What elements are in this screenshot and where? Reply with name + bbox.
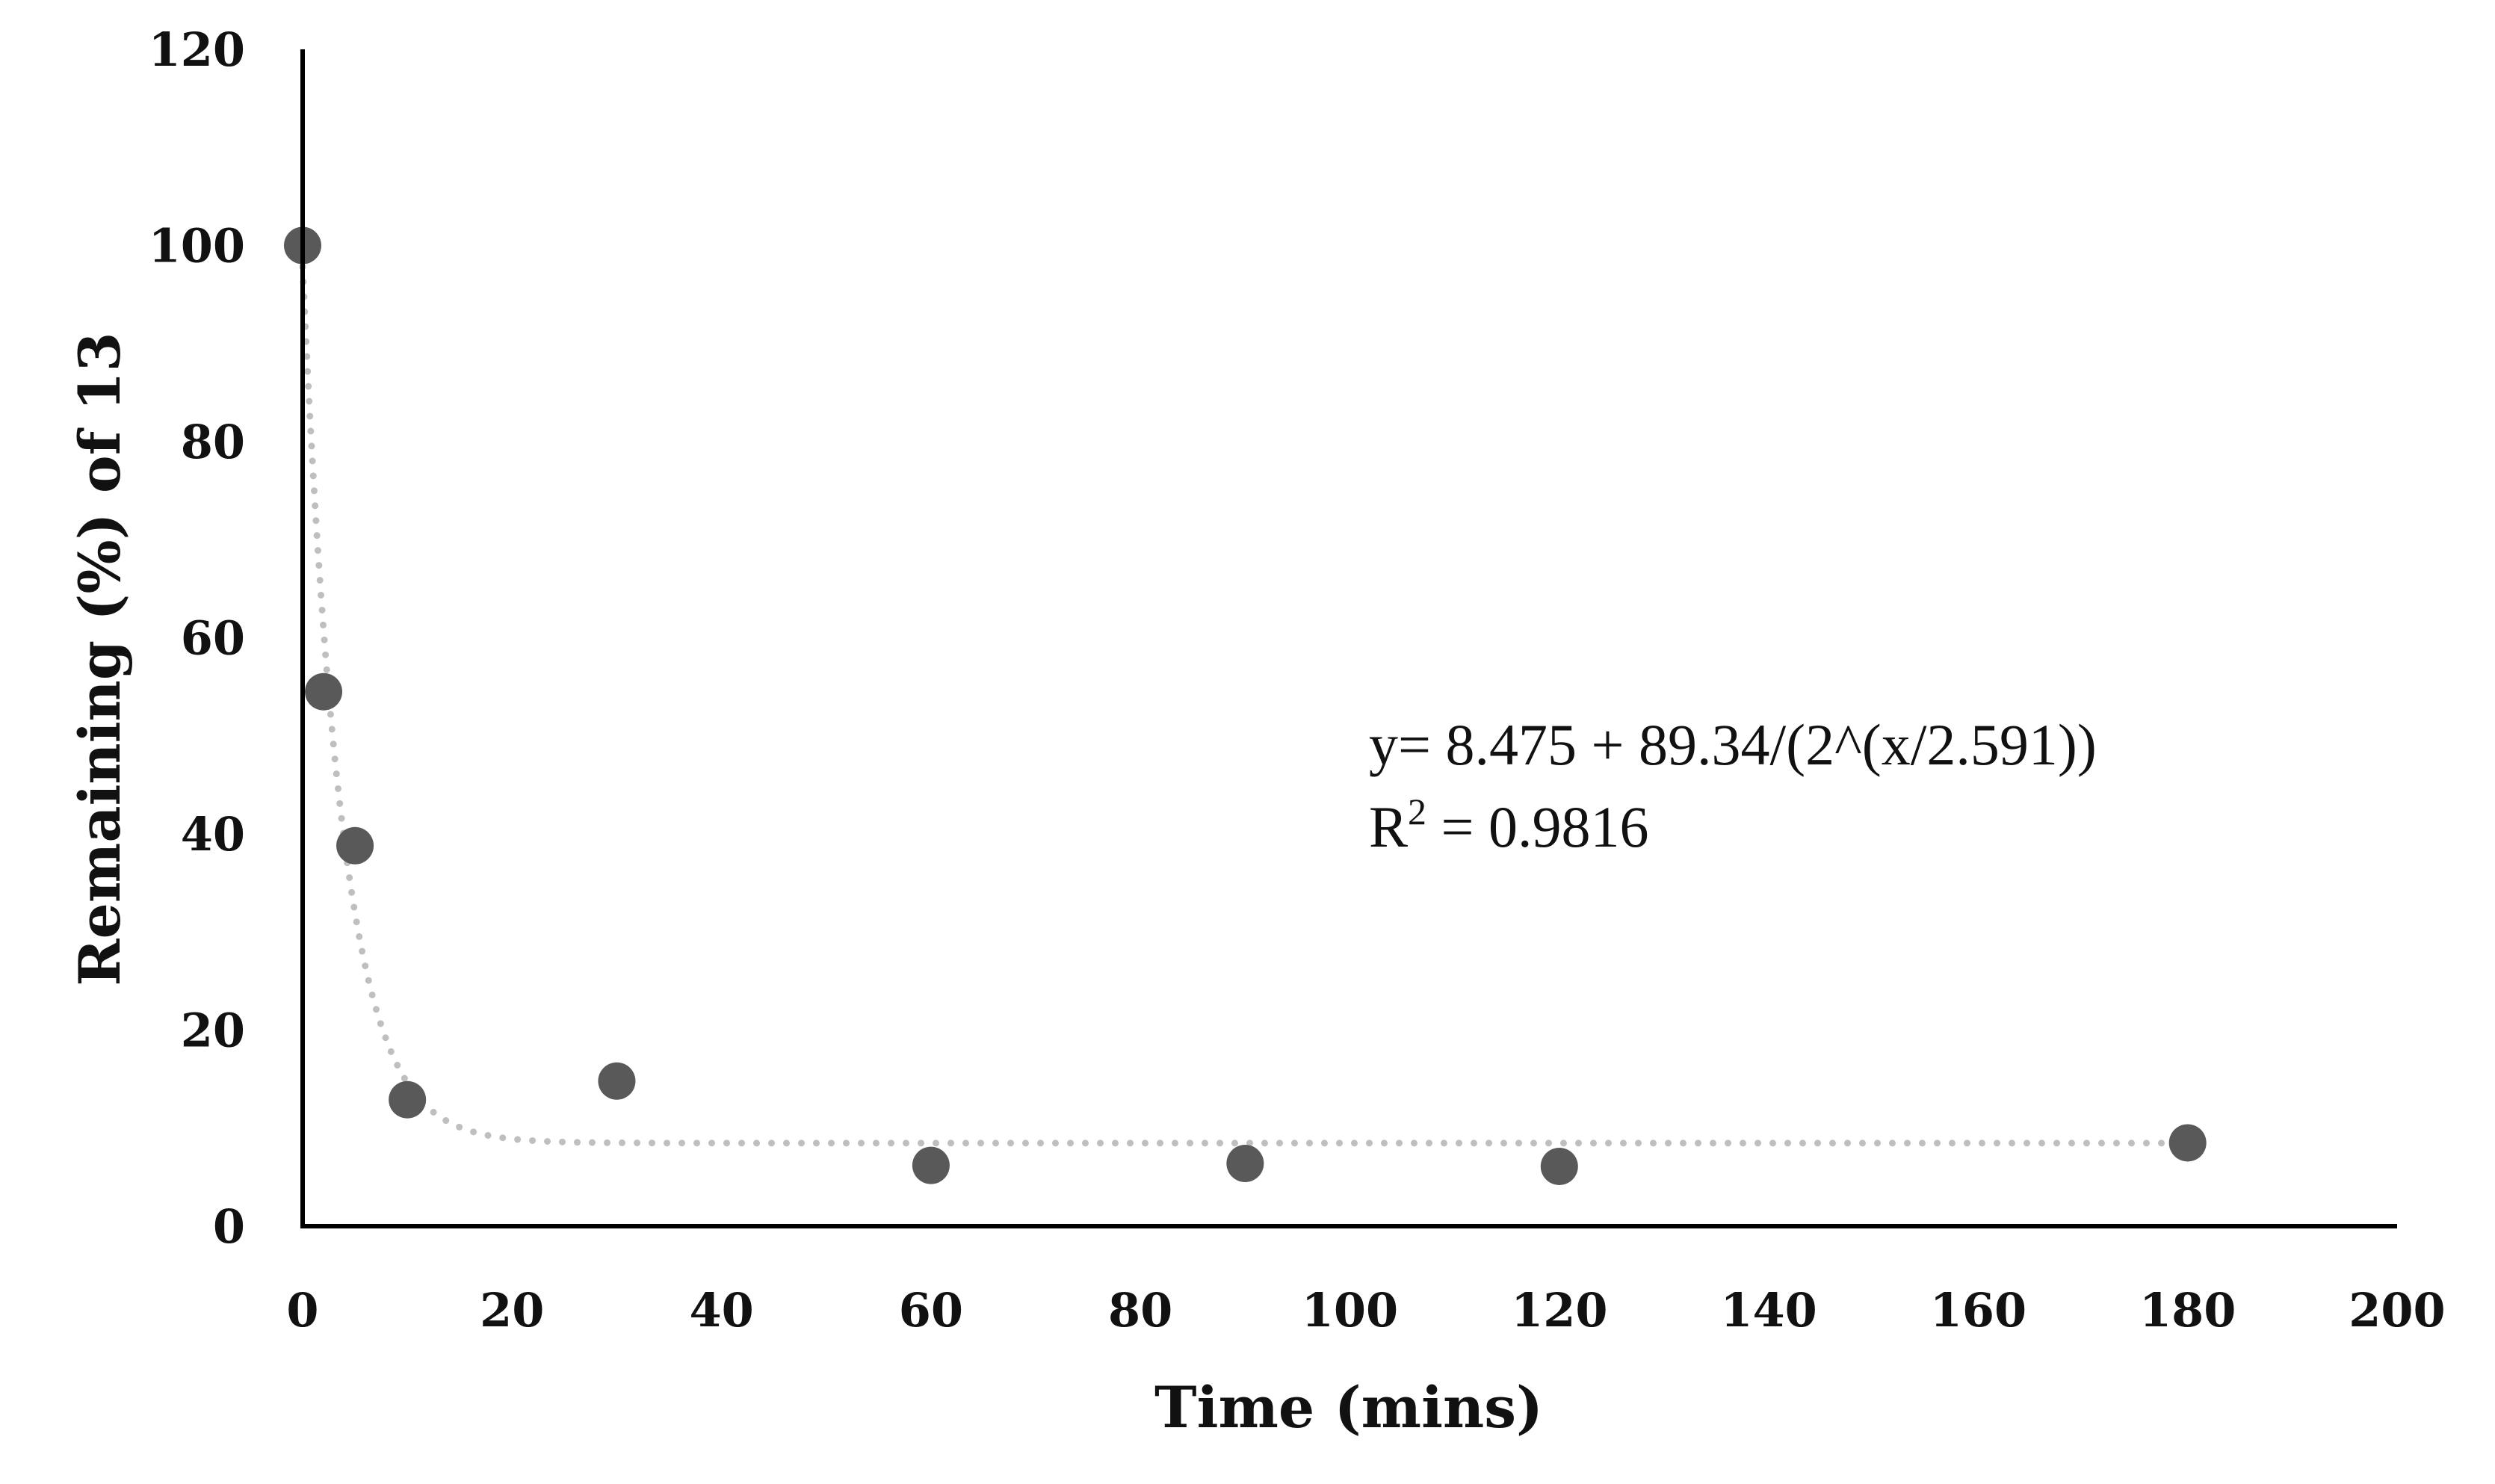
x-tick-label: 200: [2349, 1283, 2445, 1338]
data-points: [284, 226, 2207, 1185]
x-axis-title: Time (mins): [1154, 1374, 1543, 1441]
y-tick-label: 20: [181, 1004, 245, 1058]
r-squared-superscript: 2: [1408, 791, 1426, 832]
x-tick-label: 160: [1930, 1283, 2026, 1338]
x-tick-label: 100: [1302, 1283, 1398, 1338]
y-tick-label: 40: [181, 807, 245, 862]
x-tick-label: 40: [689, 1283, 753, 1338]
y-tick-label: 0: [213, 1199, 245, 1254]
x-tick-label: 80: [1108, 1283, 1172, 1338]
x-tick-labels: 0 20 40 60 80 100 120 140 160 180 200: [286, 1283, 2445, 1338]
r-squared-value: = 0.9816: [1426, 794, 1649, 859]
x-tick-label: 20: [480, 1283, 544, 1338]
data-point: [1226, 1145, 1264, 1182]
data-point: [305, 673, 343, 711]
x-tick-label: 120: [1511, 1283, 1607, 1338]
x-tick-label: 140: [1720, 1283, 1817, 1338]
x-tick-label: 0: [286, 1283, 318, 1338]
data-point: [336, 826, 374, 865]
r-squared-prefix: R: [1369, 794, 1408, 859]
data-point: [598, 1062, 636, 1100]
data-point: [389, 1080, 427, 1119]
y-tick-label: 120: [149, 22, 245, 77]
trendline-layer: [299, 263, 2192, 1147]
data-point: [1540, 1147, 1578, 1185]
y-tick-label: 60: [181, 611, 245, 666]
trendline-equation: y= 8.475 + 89.34/(2^(x/2.591)): [1369, 712, 2097, 777]
y-axis-title: Remaining (%) of 13: [67, 332, 133, 986]
y-tick-label: 100: [149, 219, 245, 273]
data-point: [912, 1146, 950, 1184]
x-tick-label: 180: [2139, 1283, 2236, 1338]
data-point: [2168, 1124, 2207, 1162]
y-tick-labels: 0 20 40 60 80 100 120: [149, 22, 245, 1254]
trendline: [299, 263, 2192, 1147]
r-squared-label: R2 = 0.9816: [1369, 791, 1649, 859]
y-tick-label: 80: [181, 415, 245, 469]
x-tick-label: 60: [899, 1283, 963, 1338]
